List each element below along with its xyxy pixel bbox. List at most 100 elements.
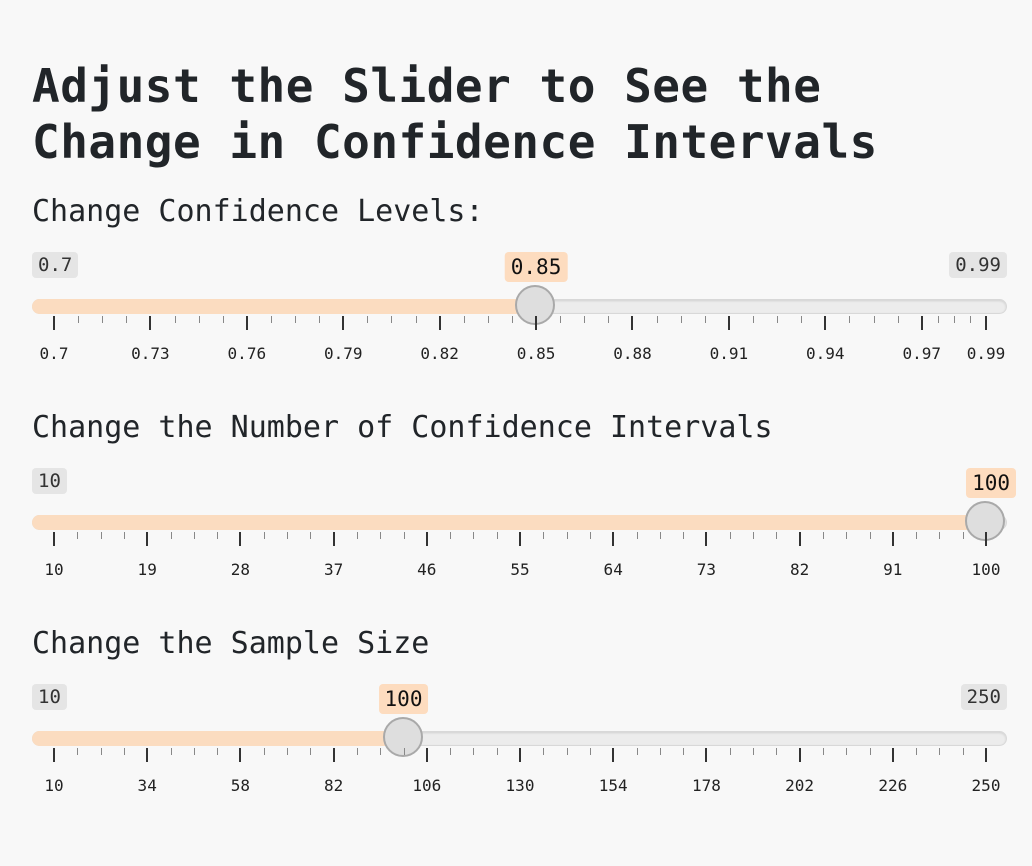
tick-label: 37 (323, 560, 344, 579)
num-intervals-label: Change the Number of Confidence Interval… (32, 410, 773, 445)
tick-label: 0.79 (323, 344, 363, 363)
minor-tick (962, 532, 964, 539)
minor-tick (170, 748, 172, 755)
minor-tick (801, 316, 803, 323)
confidence-level-label: Change Confidence Levels: (32, 194, 484, 229)
minor-tick (822, 748, 824, 755)
minor-tick (683, 748, 685, 755)
minor-tick (873, 316, 875, 323)
minor-tick (123, 532, 125, 539)
major-tick (891, 748, 894, 762)
tick-label: 0.82 (420, 344, 459, 363)
major-tick (425, 532, 428, 546)
minor-tick (953, 316, 955, 323)
minor-tick (636, 748, 638, 755)
minor-tick (916, 748, 918, 755)
minor-tick (753, 748, 754, 755)
minor-tick (753, 532, 754, 539)
minor-tick (193, 748, 195, 755)
major-tick (985, 532, 987, 546)
tick-label: 130 (505, 776, 535, 795)
tick-label: 46 (417, 560, 437, 579)
page-title: Adjust the Slider to See the Change in C… (32, 59, 878, 169)
major-tick (53, 532, 55, 546)
minor-tick (319, 316, 321, 323)
tick-label: 19 (137, 560, 157, 579)
slider-max-badge: 0.99 (949, 252, 1007, 278)
sample-size-slider[interactable]: 10 250 100 10 34 58 82 106 130 154 178 202 226 250 (0, 684, 1032, 795)
minor-tick (939, 748, 941, 755)
minor-tick (380, 748, 382, 755)
tick-label: 58 (230, 776, 251, 795)
minor-tick (704, 316, 706, 323)
minor-tick (463, 316, 465, 323)
minor-tick (543, 748, 545, 755)
minor-tick (415, 316, 417, 323)
minor-tick (962, 748, 964, 755)
minor-tick (193, 532, 195, 539)
tick-label: 0.76 (227, 344, 267, 363)
major-tick (985, 316, 987, 330)
minor-tick (287, 532, 288, 539)
major-tick (146, 532, 149, 546)
num-intervals-slider[interactable]: 10 100 100 10 19 28 37 46 55 64 73 82 91 100 (0, 468, 1032, 579)
minor-tick (78, 316, 80, 323)
minor-tick (897, 316, 899, 323)
major-tick (342, 316, 345, 330)
minor-tick (403, 532, 405, 539)
slider-value-badge: 100 (378, 684, 429, 714)
minor-tick (683, 532, 685, 539)
minor-tick (217, 532, 219, 539)
minor-tick (496, 532, 498, 539)
minor-tick (270, 316, 272, 323)
major-tick (824, 316, 827, 330)
minor-tick (287, 748, 288, 755)
minor-tick (776, 532, 778, 539)
minor-tick (659, 532, 661, 539)
minor-tick (659, 748, 661, 755)
minor-tick (102, 316, 104, 323)
slider-handle[interactable] (515, 285, 556, 325)
major-tick (239, 748, 242, 762)
confidence-level-slider[interactable]: 0.7 0.99 0.85 0.7 0.73 0.76 0.79 0.82 0.85 0.8… (0, 252, 1032, 363)
minor-tick (846, 748, 848, 755)
minor-tick (496, 748, 498, 755)
minor-tick (584, 316, 586, 323)
minor-tick (450, 532, 452, 539)
minor-tick (589, 748, 591, 755)
tick-label: 0.97 (902, 344, 941, 363)
minor-tick (263, 532, 265, 539)
major-tick (332, 748, 335, 762)
tick-label: 82 (789, 560, 810, 579)
slider-min-badge: 0.7 (32, 252, 79, 278)
major-tick (705, 748, 708, 762)
major-tick (425, 748, 428, 762)
minor-tick (680, 316, 682, 323)
minor-tick (869, 748, 871, 755)
minor-tick (846, 532, 848, 539)
tick-label: 0.88 (613, 344, 652, 363)
minor-tick (560, 316, 562, 323)
tick-label: 10 (44, 776, 64, 795)
minor-tick (295, 316, 297, 323)
tick-label: 55 (510, 560, 530, 579)
slider-ticks: 10 34 58 82 106 130 154 178 202 226 250 (0, 748, 1032, 798)
major-tick (245, 316, 248, 330)
tick-label: 106 (412, 776, 442, 795)
minor-tick (822, 532, 824, 539)
slider-handle[interactable] (382, 717, 423, 757)
minor-tick (729, 748, 731, 755)
minor-tick (391, 316, 393, 323)
minor-tick (450, 748, 452, 755)
minor-tick (356, 532, 358, 539)
major-tick (798, 532, 801, 546)
minor-tick (310, 748, 312, 755)
minor-tick (969, 316, 971, 323)
major-tick (612, 748, 615, 762)
minor-tick (198, 316, 200, 323)
minor-tick (126, 316, 128, 323)
slider-value-badge: 100 (966, 468, 1016, 498)
minor-tick (487, 316, 489, 323)
minor-tick (656, 316, 658, 323)
tick-label: 0.85 (516, 344, 556, 363)
